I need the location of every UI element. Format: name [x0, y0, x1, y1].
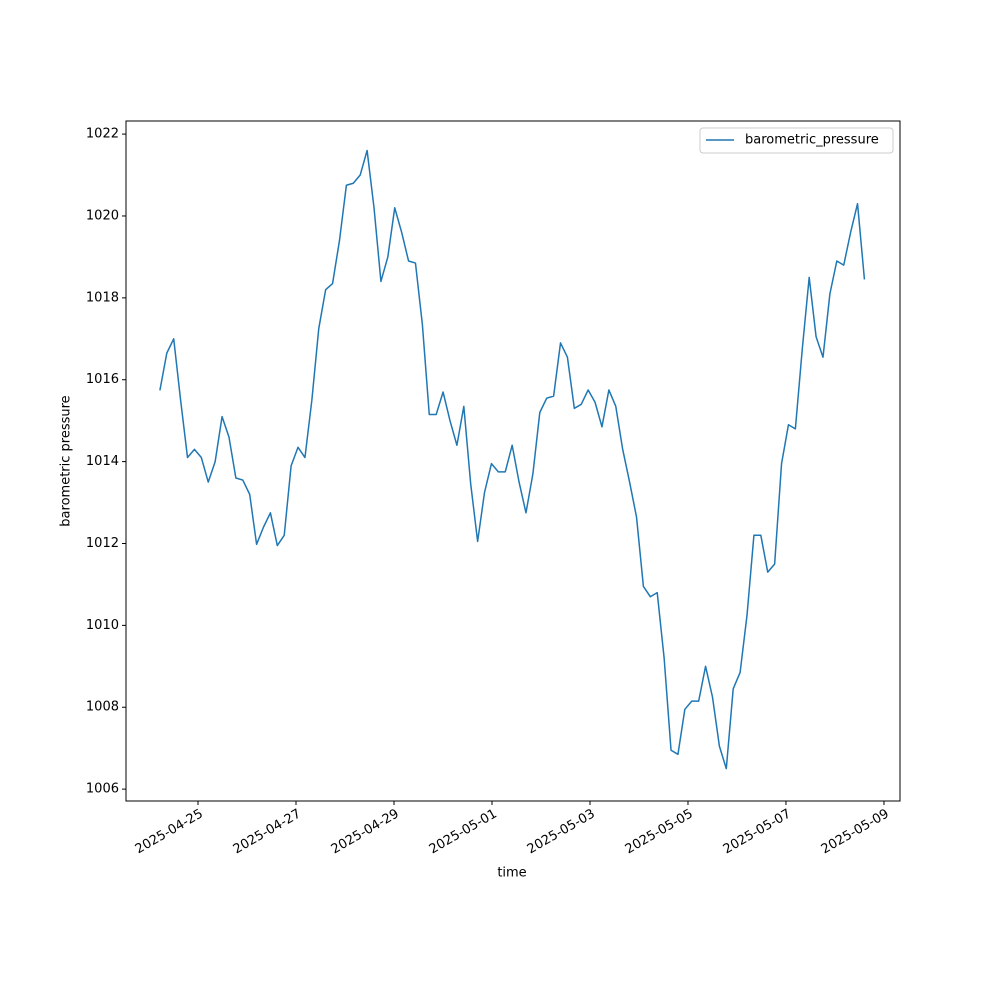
- data-line: [159, 149, 866, 770]
- x-tick-label: 2025-04-25: [133, 807, 206, 858]
- x-tick-label: 2025-04-29: [329, 807, 402, 858]
- y-tick-label: 1016: [86, 372, 119, 387]
- y-tick-label: 1012: [86, 536, 119, 551]
- x-tick-label: 2025-05-03: [525, 807, 598, 858]
- y-tick-label: 1020: [86, 208, 119, 223]
- y-axis-label: barometric pressure: [59, 395, 74, 526]
- x-tick-label: 2025-05-07: [721, 807, 794, 858]
- x-tick-label: 2025-04-27: [231, 807, 304, 858]
- y-tick-label: 1006: [86, 782, 119, 797]
- y-tick-label: 1008: [86, 700, 119, 715]
- plot-frame: [125, 120, 901, 802]
- y-tick-label: 1018: [86, 290, 119, 305]
- legend-box: [699, 127, 894, 154]
- x-axis-label: time: [497, 866, 526, 881]
- x-tick-label: 2025-05-09: [819, 807, 892, 858]
- x-tick-label: 2025-05-01: [427, 807, 500, 858]
- y-tick-label: 1010: [86, 618, 119, 633]
- y-tick-label: 1014: [86, 454, 119, 469]
- y-tick-label: 1022: [86, 127, 119, 142]
- x-tick-label: 2025-05-05: [623, 807, 696, 858]
- legend-label: barometric_pressure: [745, 133, 879, 148]
